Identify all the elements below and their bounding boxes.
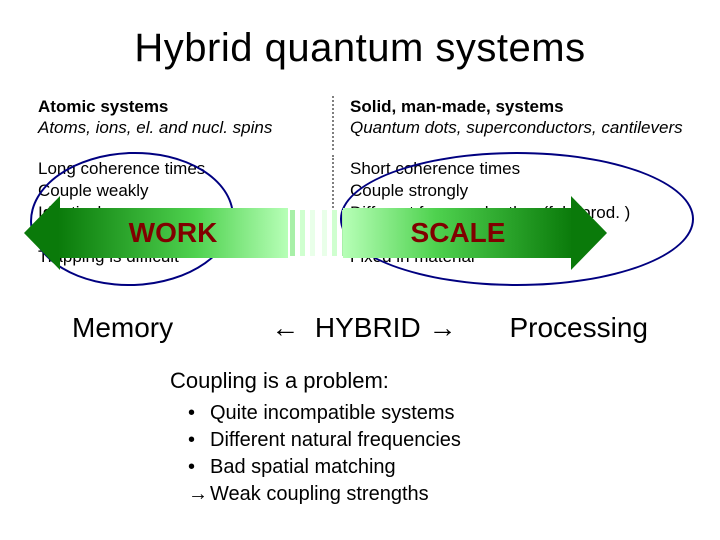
scale-arrow-label: SCALE [343, 208, 573, 258]
arrow-head-icon [571, 196, 607, 270]
bullet-text: Quite incompatible systems [210, 400, 455, 427]
column-separator [332, 96, 334, 150]
arrow-head-icon [24, 196, 60, 270]
slide: Hybrid quantum systems Atomic systems At… [0, 0, 720, 540]
bullet-text: Bad spatial matching [210, 454, 396, 481]
arrow-tail-icon [290, 210, 315, 256]
right-header-italic: Quantum dots, superconductors, cantileve… [350, 117, 700, 138]
coupling-header: Coupling is a problem: [170, 368, 389, 394]
scale-arrow: SCALE [318, 208, 603, 258]
arrow-right-icon: → [188, 481, 210, 508]
work-arrow: WORK [28, 208, 313, 258]
work-arrow-label: WORK [58, 208, 288, 258]
left-header-italic: Atoms, ions, el. and nucl. spins [38, 117, 328, 138]
slide-title: Hybrid quantum systems [0, 26, 720, 71]
processing-label: Processing [509, 312, 648, 344]
right-column-header: Solid, man-made, systems Quantum dots, s… [350, 96, 700, 139]
right-header-bold: Solid, man-made, systems [350, 96, 700, 117]
conclusion-line: → Weak coupling strengths [188, 481, 461, 508]
coupling-bullets: •Quite incompatible systems •Different n… [188, 400, 461, 508]
conclusion-text: Weak coupling strengths [210, 481, 429, 508]
list-item: •Different natural frequencies [188, 427, 461, 454]
bullet-text: Different natural frequencies [210, 427, 461, 454]
left-column-header: Atomic systems Atoms, ions, el. and nucl… [38, 96, 328, 139]
list-item: •Quite incompatible systems [188, 400, 461, 427]
left-header-bold: Atomic systems [38, 96, 328, 117]
list-item: •Bad spatial matching [188, 454, 461, 481]
